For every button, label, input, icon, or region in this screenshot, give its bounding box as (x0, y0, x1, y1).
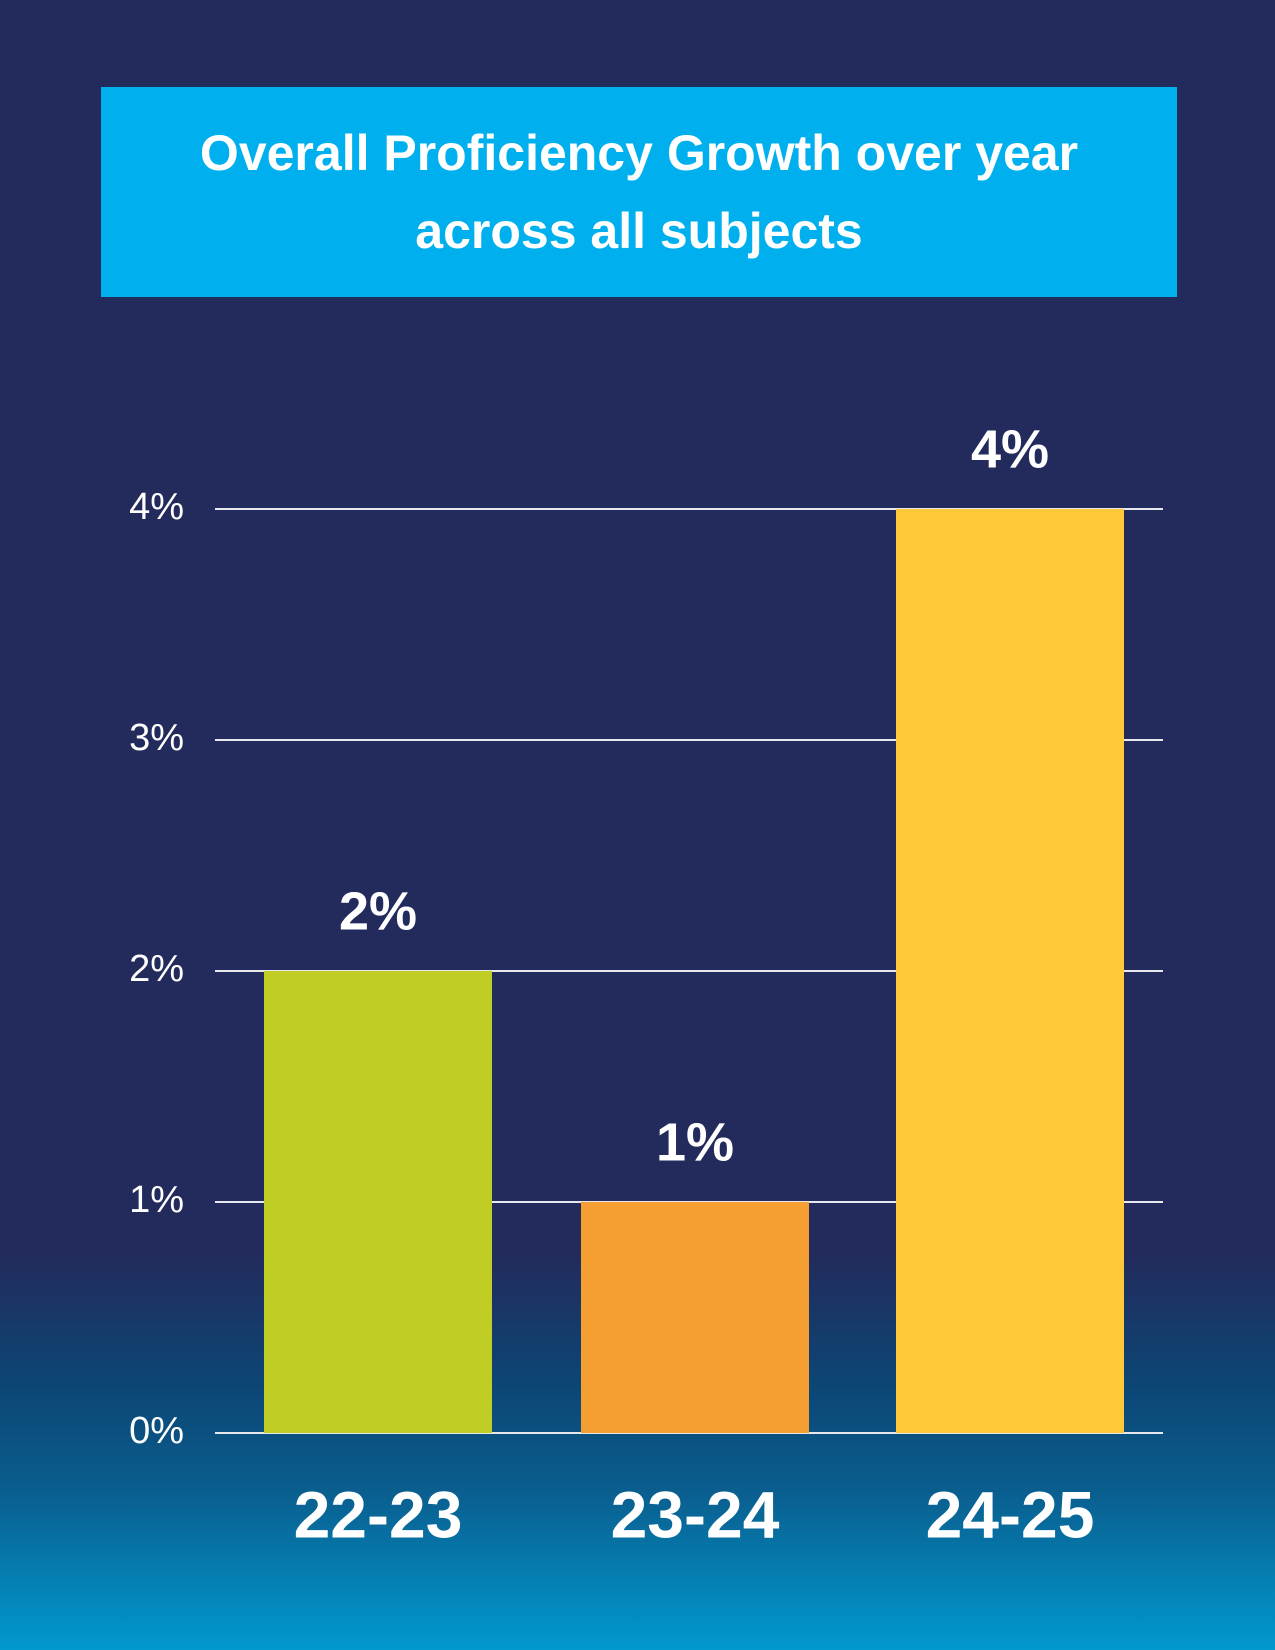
y-tick-label: 4% (129, 486, 184, 528)
value-label: 4% (971, 419, 1049, 479)
chart-title: Overall Proficiency Growth over year acr… (199, 125, 1079, 259)
bar (581, 1202, 809, 1433)
value-label: 1% (656, 1112, 734, 1172)
y-tick-label: 0% (129, 1410, 184, 1452)
y-tick-label: 3% (129, 717, 184, 759)
bar (896, 509, 1124, 1433)
x-tick-label: 23-24 (611, 1477, 780, 1551)
x-tick-label: 24-25 (926, 1477, 1095, 1551)
y-tick-label: 1% (129, 1179, 184, 1221)
bar (264, 971, 492, 1433)
value-label: 2% (339, 881, 417, 941)
x-tick-label: 22-23 (294, 1477, 463, 1551)
y-tick-label: 2% (129, 948, 184, 990)
title-banner: Overall Proficiency Growth over year acr… (101, 87, 1177, 297)
